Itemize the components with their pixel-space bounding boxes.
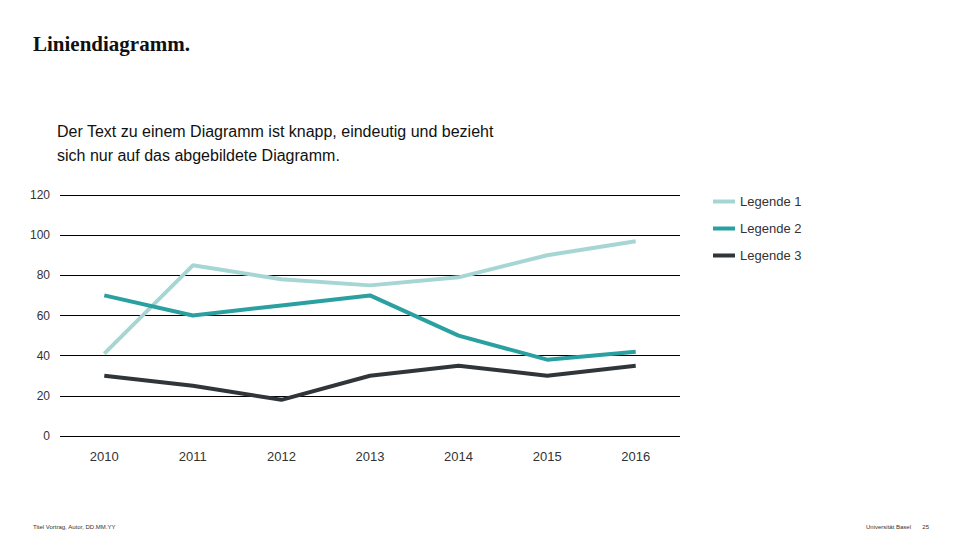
svg-text:2015: 2015 [533,449,562,464]
svg-text:40: 40 [37,349,51,363]
svg-text:25: 25 [922,524,929,530]
svg-text:Universität Basel: Universität Basel [866,524,911,530]
svg-text:2011: 2011 [179,449,207,464]
svg-text:Titel Vortrag, Autor, DD.MM.YY: Titel Vortrag, Autor, DD.MM.YY [33,524,115,530]
svg-text:100: 100 [30,228,50,242]
svg-text:Der Text zu einem Diagramm ist: Der Text zu einem Diagramm ist knapp, ei… [57,123,494,140]
svg-text:Liniendiagramm.: Liniendiagramm. [33,32,190,56]
svg-text:2010: 2010 [90,449,119,464]
svg-text:120: 120 [30,188,50,202]
svg-text:Legende 3: Legende 3 [740,248,801,263]
svg-text:sich nur auf das abgebildete D: sich nur auf das abgebildete Diagramm. [57,147,340,164]
svg-text:60: 60 [37,309,51,323]
svg-text:80: 80 [37,268,51,282]
svg-text:2013: 2013 [356,449,385,464]
svg-text:Legende 2: Legende 2 [740,221,801,236]
svg-text:2012: 2012 [267,449,296,464]
svg-text:20: 20 [37,389,51,403]
svg-text:0: 0 [43,429,50,443]
svg-text:Legende 1: Legende 1 [740,194,801,209]
svg-text:2016: 2016 [621,449,650,464]
svg-text:2014: 2014 [444,449,473,464]
